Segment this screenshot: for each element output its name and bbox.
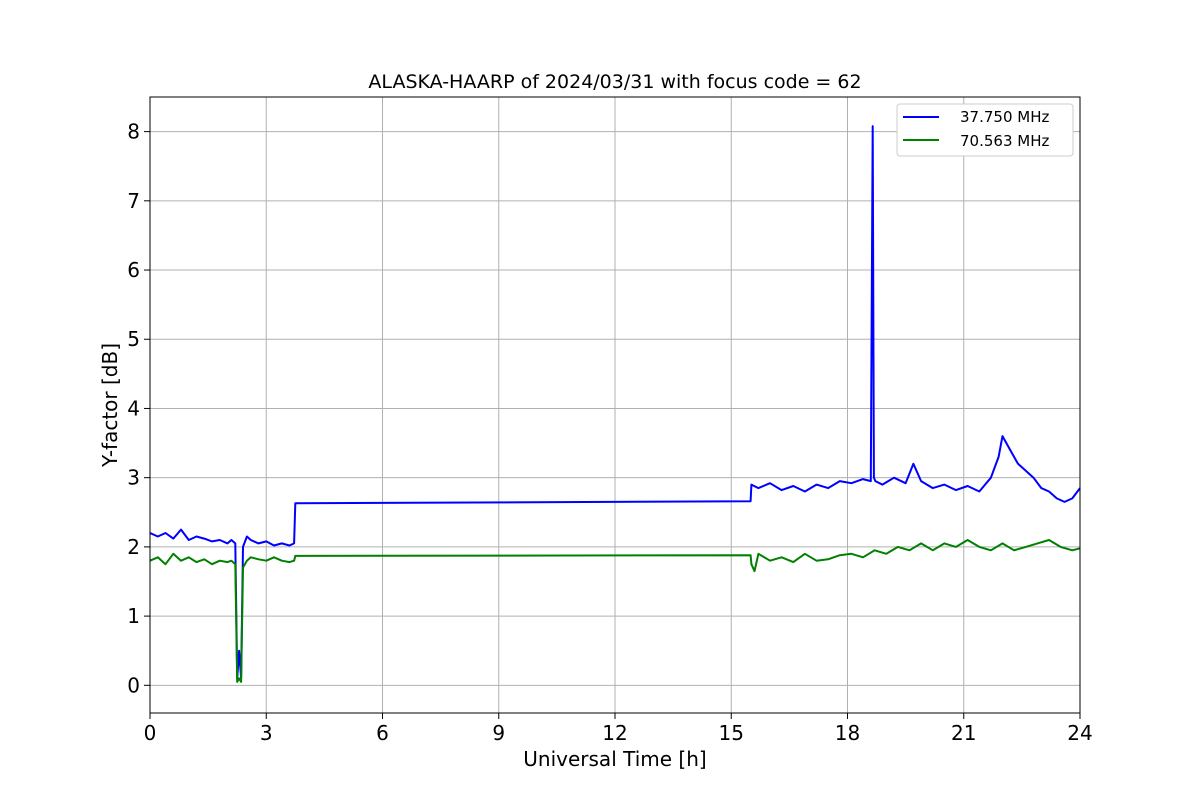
y-tick-label: 3 [127, 466, 140, 490]
y-tick-label: 2 [127, 535, 140, 559]
y-tick-label: 0 [127, 673, 140, 697]
legend-box [896, 103, 1074, 157]
legend-label-37750: 37.750 MHz [960, 108, 1049, 126]
legend-label-70563: 70.563 MHz [960, 132, 1049, 150]
y-tick-label: 6 [127, 258, 140, 282]
x-tick-label: 9 [492, 721, 505, 745]
x-tick-label: 12 [602, 721, 627, 745]
y-axis-label: Y-factor [dB] [98, 343, 122, 468]
series-line-1 [149, 539, 1081, 683]
x-tick-label: 3 [260, 721, 273, 745]
series-layer [149, 125, 1081, 683]
legend: 37.750 MHz 70.563 MHz [896, 103, 1074, 157]
y-tick-label: 7 [127, 189, 140, 213]
x-tick-label: 18 [835, 721, 860, 745]
y-tick-label: 8 [127, 120, 140, 144]
x-tick-label: 21 [951, 721, 976, 745]
y-tick-label: 1 [127, 604, 140, 628]
x-tick-label: 24 [1067, 721, 1092, 745]
y-tick-label: 4 [127, 396, 140, 420]
y-tick-label: 5 [127, 327, 140, 351]
x-tick-label: 15 [719, 721, 744, 745]
chart-title: ALASKA-HAARP of 2024/03/31 with focus co… [368, 71, 861, 93]
x-axis-label: Universal Time [h] [523, 747, 706, 771]
series-line-0 [149, 125, 1081, 680]
x-tick-label: 0 [144, 721, 157, 745]
x-tick-label: 6 [376, 721, 389, 745]
